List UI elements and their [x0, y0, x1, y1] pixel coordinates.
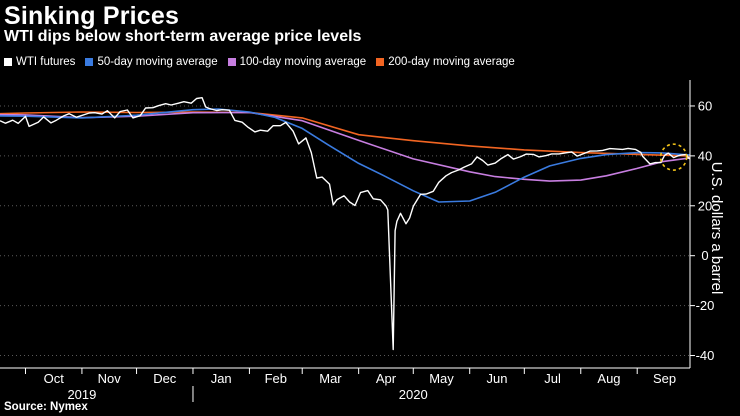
x-tick-label: Nov [98, 371, 122, 386]
legend-label-ma200: 200-day moving average [388, 56, 515, 68]
source-note: Source: Nymex [4, 401, 88, 413]
y-tick-label: 20 [698, 198, 712, 213]
series-line-wti [0, 97, 691, 351]
x-year-label: 2019 [67, 387, 96, 402]
y-tick-label: -40 [696, 348, 715, 363]
highlight-circle [659, 143, 688, 171]
chart-title: Sinking Prices [4, 2, 180, 30]
x-tick-label: Jul [544, 371, 561, 386]
legend-swatch-wti [4, 58, 12, 66]
series-lines [0, 97, 691, 351]
x-tick-label: Sep [653, 371, 676, 386]
legend-item-ma100: 100-day moving average [227, 56, 367, 68]
annotations [659, 143, 688, 171]
legend-label-ma50: 50-day moving average [97, 56, 218, 68]
legend-item-ma50: 50-day moving average [85, 56, 218, 68]
y-axis-label: U.S. dollars a barrel [708, 162, 725, 295]
chart-legend: WTI futures 50-day moving average 100-da… [4, 55, 525, 69]
y-tick-label: 0 [701, 248, 708, 263]
legend-swatch-ma50 [85, 58, 94, 66]
x-tick-label: Apr [376, 371, 397, 386]
y-tick-label: 60 [698, 98, 712, 113]
series-line-ma200 [0, 111, 691, 157]
x-tick-label: Aug [597, 371, 620, 386]
legend-label-wti: WTI futures [16, 56, 76, 68]
y-tick-label: 40 [698, 148, 712, 163]
chart-subtitle: WTI dips below short-term average price … [4, 28, 362, 45]
x-year-label: 2020 [399, 387, 428, 402]
x-tick-label: Jan [211, 371, 232, 386]
x-tick-label: May [429, 371, 454, 386]
legend-swatch-ma200 [376, 58, 385, 66]
series-line-ma100 [0, 111, 691, 182]
series-line-ma50 [0, 108, 691, 203]
axes: 60 40 20 0 -20 -40 Oct Nov Dec Jan Feb Mar Apr May Jun… [0, 80, 714, 402]
x-tick-label: Dec [153, 371, 177, 386]
y-tick-label: -20 [696, 298, 715, 313]
legend-item-ma200: 200-day moving average [376, 56, 515, 68]
x-tick-label: Feb [265, 371, 287, 386]
legend-swatch-ma100 [227, 58, 236, 66]
legend-label-ma100: 100-day moving average [239, 56, 367, 68]
grid-lines [0, 105, 690, 357]
x-tick-label: Mar [319, 371, 342, 386]
x-tick-label: Jun [487, 371, 508, 386]
legend-item-wti: WTI futures [4, 56, 75, 68]
x-tick-label: Oct [44, 371, 65, 386]
